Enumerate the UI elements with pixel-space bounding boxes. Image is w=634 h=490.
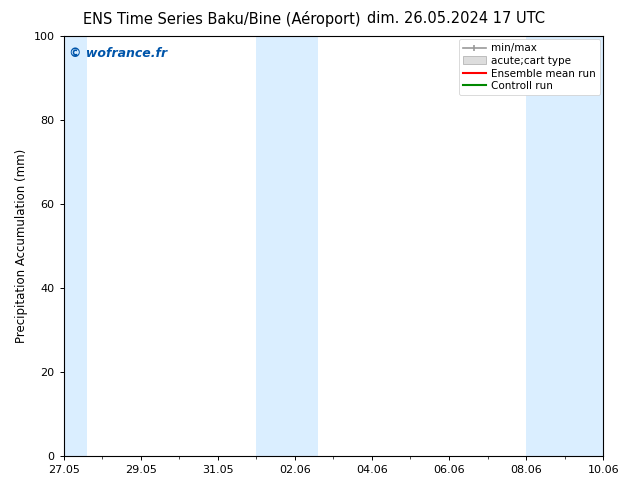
- Text: © wofrance.fr: © wofrance.fr: [69, 47, 167, 60]
- Text: dim. 26.05.2024 17 UTC: dim. 26.05.2024 17 UTC: [368, 11, 545, 26]
- Bar: [256, 36, 318, 456]
- Bar: [63, 36, 87, 456]
- Text: ENS Time Series Baku/Bine (Aéroport): ENS Time Series Baku/Bine (Aéroport): [83, 11, 361, 27]
- Y-axis label: Precipitation Accumulation (mm): Precipitation Accumulation (mm): [15, 149, 28, 343]
- Bar: [526, 36, 603, 456]
- Legend: min/max, acute;cart type, Ensemble mean run, Controll run: min/max, acute;cart type, Ensemble mean …: [459, 39, 600, 96]
